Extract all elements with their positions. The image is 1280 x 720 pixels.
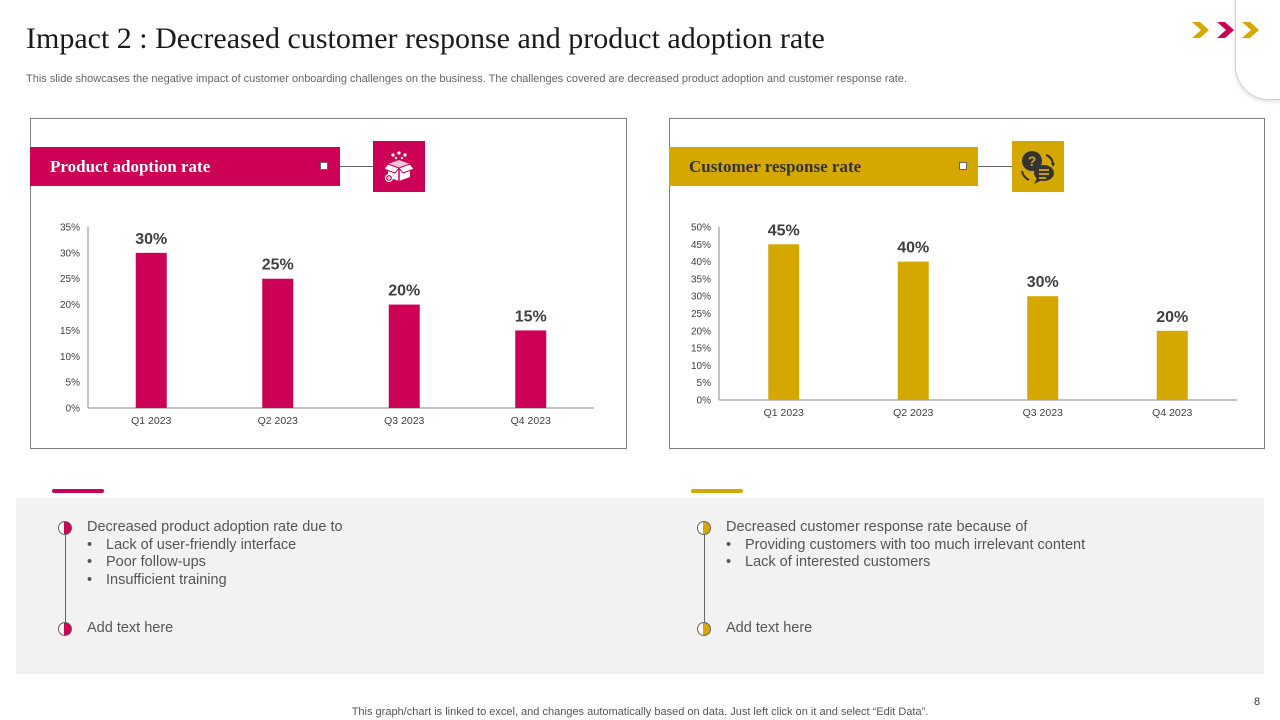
y-tick-label: 30% [691, 292, 711, 303]
list-item: Poor follow-ups [87, 554, 343, 572]
x-tick-label: Q2 2023 [893, 407, 933, 419]
footer-note: This graph/chart is linked to excel, and… [351, 706, 929, 718]
question-chat-icon: ? [1021, 150, 1055, 184]
y-tick-label: 15% [60, 326, 80, 337]
customer-response-chart: 0% 5% 10% 15% 20% 25% 30% 35% 40% 45% 50% 45% Q1 202… [691, 222, 1237, 419]
data-label: 30% [135, 231, 167, 248]
bar [768, 244, 800, 400]
y-tick-label: 40% [691, 257, 711, 268]
y-tick-label: 30% [60, 248, 80, 259]
x-tick-label: Q1 2023 [131, 415, 171, 427]
bar [388, 304, 420, 408]
connector-square [320, 162, 328, 170]
y-tick-label: 25% [691, 309, 711, 320]
adoption-notes-heading: Decreased product adoption rate due to [87, 519, 343, 535]
accent-line-right [691, 489, 743, 493]
response-notes-heading: Decreased customer response rate because… [726, 519, 1028, 535]
product-adoption-icon-box [373, 141, 425, 192]
customer-response-icon-box: ? [1012, 141, 1064, 192]
x-tick-label: Q4 2023 [511, 415, 551, 427]
y-tick-label: 15% [691, 344, 711, 355]
y-tick-label: 20% [60, 300, 80, 311]
connector-line [340, 166, 373, 167]
y-tick-label: 5% [66, 378, 81, 389]
svg-text:?: ? [1028, 153, 1037, 169]
response-notes: Decreased customer response rate because… [726, 519, 1085, 572]
x-tick-label: Q4 2023 [1152, 407, 1192, 419]
x-tick-label: Q3 2023 [1023, 407, 1063, 419]
timeline-dot [697, 521, 711, 535]
bar [1027, 296, 1059, 400]
timeline-line-right [704, 528, 705, 630]
bar [515, 330, 547, 408]
bar [262, 278, 294, 408]
corner-tab [1235, 0, 1280, 100]
y-tick-label: 0% [66, 404, 81, 415]
bar [897, 261, 929, 400]
adoption-notes: Decreased product adoption rate due to L… [87, 519, 343, 589]
y-tick-label: 0% [697, 396, 712, 407]
bar [135, 252, 167, 408]
y-tick-label: 10% [60, 352, 80, 363]
y-tick-label: 20% [691, 326, 711, 337]
product-adoption-label: Product adoption rate [30, 147, 340, 186]
x-tick-label: Q1 2023 [764, 407, 804, 419]
page-number: 8 [1254, 696, 1261, 708]
bar [1156, 330, 1188, 400]
data-label: 20% [388, 283, 420, 300]
y-tick-label: 35% [691, 274, 711, 285]
data-label: 30% [1027, 274, 1059, 291]
data-label: 45% [768, 222, 800, 239]
y-tick-label: 45% [691, 240, 711, 251]
product-adoption-chart: 0% 5% 10% 15% 20% 25% 30% 35% 30% Q1 2023 25% Q2 20… [60, 223, 594, 427]
page-subtitle: This slide showcases the negative impact… [26, 73, 907, 85]
y-tick-label: 5% [697, 378, 712, 389]
page-title: Impact 2 : Decreased customer response a… [26, 22, 825, 55]
connector-square [959, 162, 967, 170]
timeline-dot [58, 622, 72, 636]
customer-response-label: Customer response rate [669, 147, 978, 186]
x-tick-label: Q3 2023 [384, 415, 424, 427]
y-tick-label: 35% [60, 223, 80, 234]
x-tick-label: Q2 2023 [258, 415, 298, 427]
data-label: 40% [897, 240, 929, 257]
data-label: 20% [1156, 309, 1188, 326]
add-text-right: Add text here [726, 620, 813, 636]
y-tick-label: 50% [691, 223, 711, 234]
data-label: 15% [515, 308, 547, 325]
y-tick-label: 25% [60, 274, 80, 285]
data-label: 25% [262, 257, 294, 274]
list-item: Lack of user-friendly interface [87, 537, 343, 555]
accent-line-left [52, 489, 104, 493]
timeline-dot [697, 622, 711, 636]
list-item: Insufficient training [87, 572, 343, 590]
connector-line [978, 166, 1012, 167]
timeline-line-left [65, 528, 66, 630]
add-text-left: Add text here [87, 620, 174, 636]
chevron-arrows-icon [1192, 22, 1259, 38]
list-item: Providing customers with too much irrele… [726, 537, 1085, 555]
timeline-dot [58, 521, 72, 535]
y-tick-label: 10% [691, 361, 711, 372]
gift-box-icon [383, 150, 415, 182]
list-item: Lack of interested customers [726, 554, 1085, 572]
